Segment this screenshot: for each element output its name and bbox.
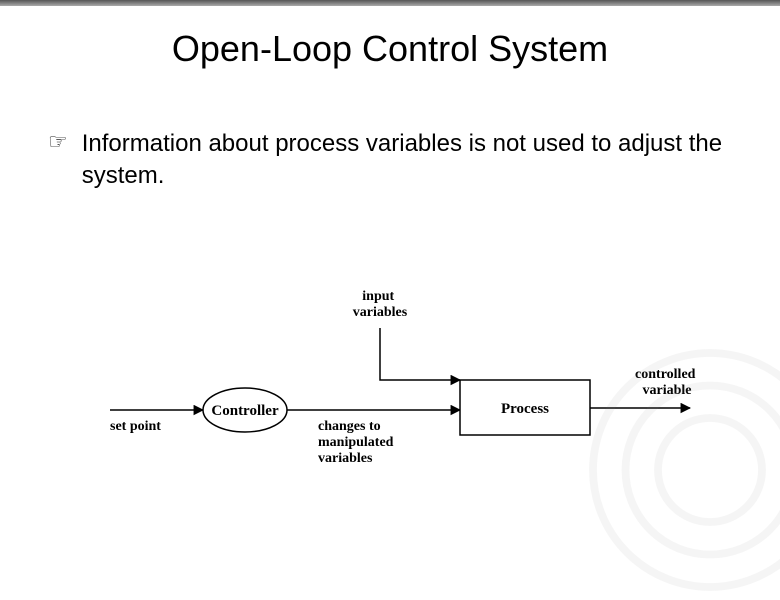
background-swirl-icon [580,340,780,600]
label-changes: changes to manipulated variables [318,419,397,466]
edge-input [380,328,460,380]
bullet-text: Information about process variables is n… [82,128,732,192]
bullet-row: ☞ Information about process variables is… [48,128,732,192]
label-setpoint: set point [110,419,161,434]
node-process-label: Process [501,401,549,417]
label-input: input variables [353,289,408,320]
pointing-hand-icon: ☞ [48,128,68,156]
page-title: Open-Loop Control System [0,28,780,70]
header-band [0,0,780,6]
node-controller-label: Controller [211,403,279,419]
